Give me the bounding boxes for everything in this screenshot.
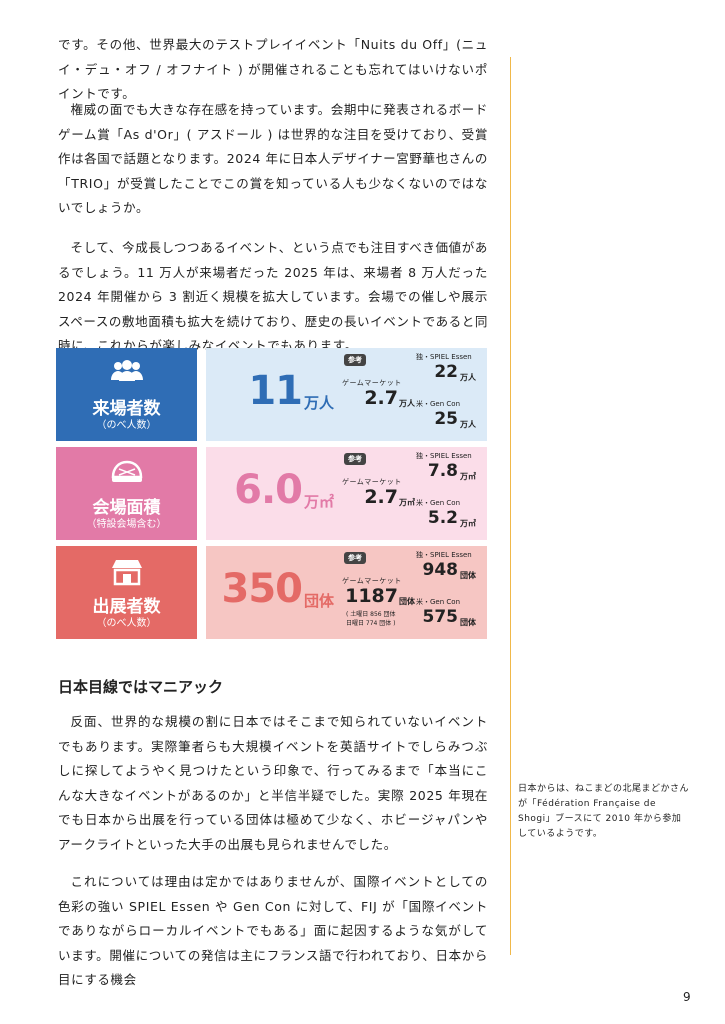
ref-name: 独・SPIEL Essen	[416, 551, 472, 559]
stat-detail: 350 団体 参考 ゲームマーケット 1187 団体( 土曜日 856 団体 日曜日 774…	[206, 546, 487, 639]
ref-value: 948	[422, 560, 459, 580]
ref-unit: 団体	[460, 618, 476, 627]
ref-unit: 万㎡	[460, 519, 476, 528]
ref-name: 米・Gen Con	[416, 598, 460, 606]
stat-card: 来場者数 （のべ人数）	[56, 348, 197, 441]
stat-value: 11	[248, 368, 303, 414]
ref-value: 2.7	[364, 486, 398, 508]
stat-unit: 万人	[304, 394, 335, 412]
stat-sub: （特設会場含む）	[86, 519, 167, 530]
ref-unit: 万㎡	[460, 472, 476, 481]
ref-unit: 団体	[399, 597, 415, 606]
stat-detail: 6.0 万㎡ 参考 ゲームマーケット 2.7 万㎡ 独・SPIEL Essen 7.8 万㎡ 米・…	[206, 447, 487, 540]
ref-value: 5.2	[427, 508, 458, 528]
stat-card: 出展者数 （のべ人数）	[56, 546, 197, 639]
stat-value: 6.0	[234, 467, 303, 513]
ref-name: 独・SPIEL Essen	[416, 452, 472, 460]
ref-value: 2.7	[364, 387, 398, 409]
ref-unit: 万人	[399, 399, 415, 408]
stat-sub: （のべ人数）	[96, 420, 157, 431]
ref-name: 米・Gen Con	[416, 400, 460, 408]
ref-value: 25	[434, 409, 458, 429]
ref-badge: 参考	[344, 453, 366, 465]
ref-value: 575	[422, 607, 459, 627]
paragraph: そして、今成長しつつあるイベント、という点でも注目すべき価値があるでしょう。11…	[58, 240, 488, 353]
paragraph: これについては理由は定かではありませんが、国際イベントとしての色彩の強い SPI…	[58, 874, 488, 987]
ref-name: 独・SPIEL Essen	[416, 353, 472, 361]
paragraph: 反面、世界的な規模の割に日本ではそこまで知られていないイベントでもあります。実際…	[58, 714, 488, 852]
ref-badge: 参考	[344, 354, 366, 366]
stat-label: 出展者数	[92, 597, 161, 617]
ref-value: 1187	[345, 585, 398, 607]
stat-icon	[110, 459, 144, 489]
ref-name: ゲームマーケット	[342, 577, 402, 585]
ref-note: ( 土曜日 856 団体	[346, 611, 396, 618]
stat-detail: 11 万人 参考 ゲームマーケット 2.7 万人 独・SPIEL Essen 22 万人 米・Ge…	[206, 348, 487, 441]
stat-card: 会場面積 （特設会場含む）	[56, 447, 197, 540]
ref-name: ゲームマーケット	[342, 379, 402, 387]
stat-value: 350	[221, 566, 303, 612]
ref-unit: 団体	[460, 571, 476, 580]
stat-label: 来場者数	[92, 399, 161, 419]
page-number: 9	[683, 990, 691, 1004]
ref-value: 7.8	[427, 461, 458, 481]
ref-unit: 万㎡	[399, 498, 415, 507]
stat-label: 会場面積	[92, 498, 161, 518]
section-heading: 日本目線ではマニアック	[58, 678, 224, 696]
paragraph: です。その他、世界最大のテストプレイイベント「Nuits du Off」(ニュイ…	[58, 37, 488, 101]
ref-badge: 参考	[344, 552, 366, 564]
ref-name: ゲームマーケット	[342, 478, 402, 486]
ref-unit: 万人	[460, 373, 476, 382]
paragraph: 権威の面でも大きな存在感を持っています。会期中に発表されるボードゲーム賞「As …	[58, 102, 488, 215]
stat-icon	[110, 360, 144, 386]
side-note: 日本からは、ねこまどの北尾まどかさんが「Fédération Française…	[518, 784, 690, 839]
ref-name: 米・Gen Con	[416, 499, 460, 507]
stat-icon	[110, 558, 144, 590]
stat-unit: 万㎡	[304, 493, 335, 511]
ref-unit: 万人	[460, 420, 476, 429]
stat-sub: （のべ人数）	[96, 618, 157, 629]
ref-note: 日曜日 774 団体 )	[346, 620, 396, 627]
stat-unit: 団体	[304, 592, 335, 610]
ref-value: 22	[434, 362, 458, 382]
margin-rule	[510, 57, 511, 955]
